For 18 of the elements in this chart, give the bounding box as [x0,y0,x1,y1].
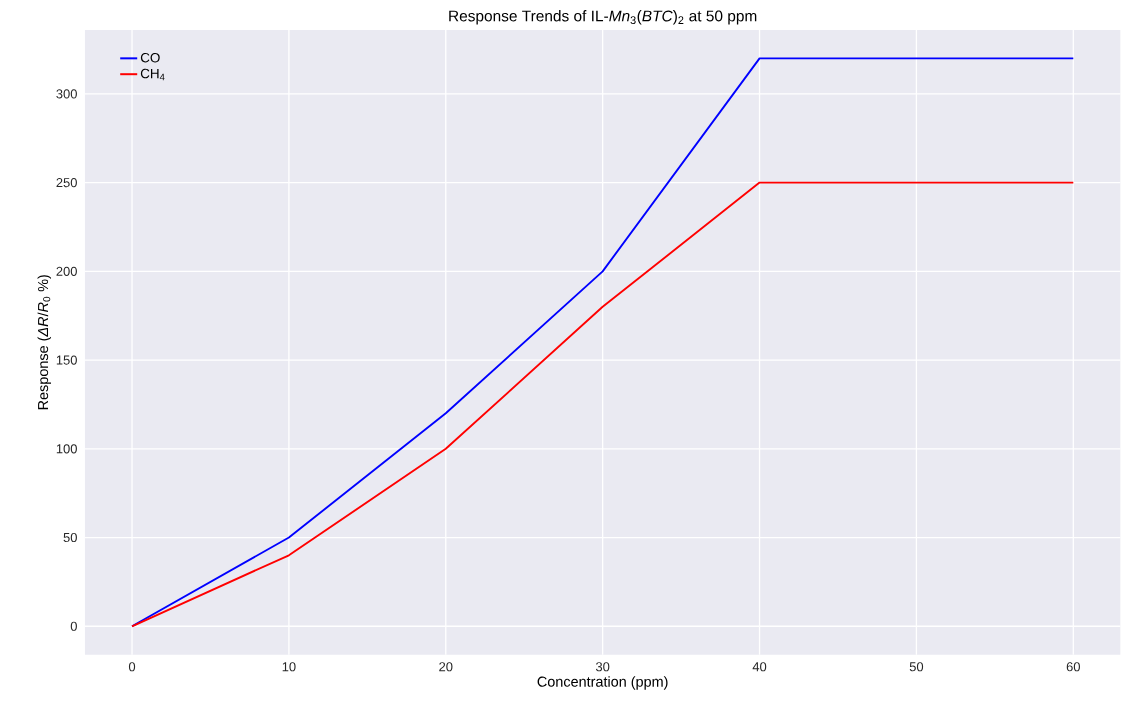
x-tick-label: 0 [128,662,136,672]
x-tick-label: 10 [282,662,296,672]
x-axis-title: Concentration (ppm) [537,676,668,690]
y-tick-label: 50 [63,533,77,543]
x-tick-label: 60 [1066,662,1080,672]
legend-label: CO [140,53,160,63]
legend-label: CH$_{4}$ [140,68,165,81]
x-tick-label: 40 [752,662,767,672]
y-tick-label: 200 [56,266,77,277]
y-tick-label: 150 [56,355,77,365]
chart-title: Response Trends of IL-Mn$_{3}$(BTC)$_{2}$ at 50 ppm [449,10,757,25]
y-tick-label: 0 [70,621,77,632]
x-tick-label: 50 [909,662,924,672]
y-tick-label: 250 [56,178,77,188]
x-tick-label: 30 [595,662,610,672]
x-tick-label: 20 [439,662,453,672]
y-tick-label: 100 [56,444,77,454]
y-tick-label: 300 [56,89,77,99]
